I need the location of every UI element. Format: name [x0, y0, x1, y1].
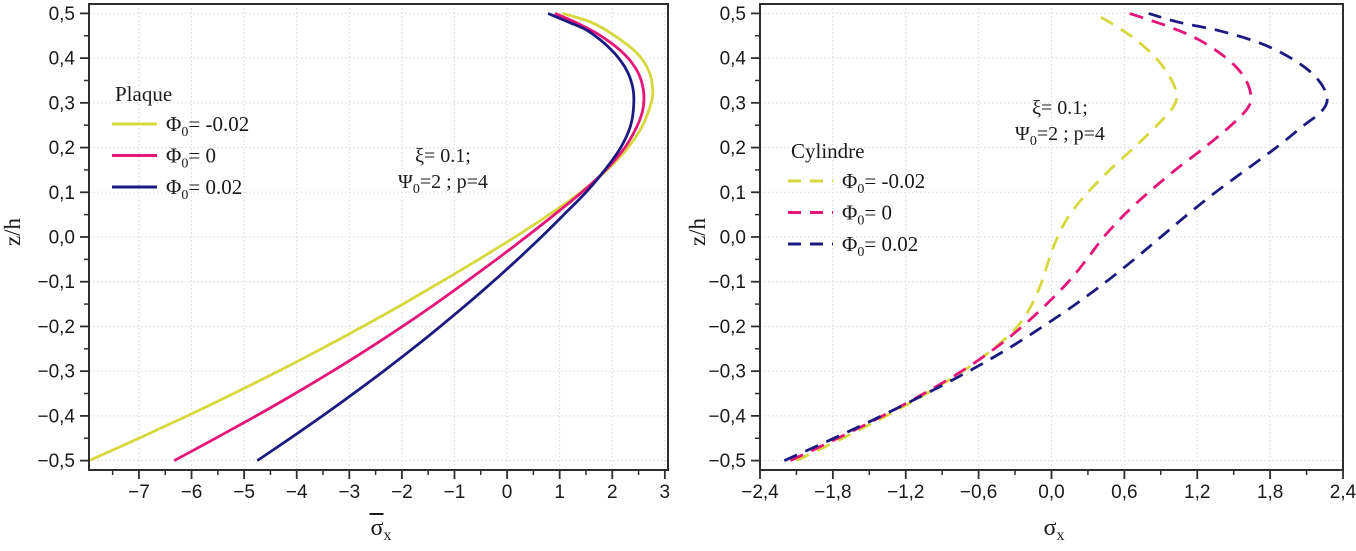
- y-axis-title: z/h: [0, 217, 25, 246]
- y-tick-label: −0,2: [708, 317, 746, 338]
- y-tick-label: −0,2: [37, 317, 75, 338]
- x-tick-label: −1,8: [814, 482, 852, 503]
- legend-label-0: Φ0= -0.02: [842, 169, 925, 197]
- legend-label-1: Φ0= 0: [166, 144, 216, 172]
- legend-label-2: Φ0= 0.02: [842, 232, 918, 260]
- annotation-line2: Ψ0=2 ; p=4: [1015, 123, 1105, 149]
- x-tick-label: 2: [607, 482, 618, 503]
- x-tick-label: −2,4: [741, 482, 779, 503]
- y-tick-label: 0,5: [49, 4, 75, 25]
- curve-series-2: [783, 12, 1329, 462]
- x-axis-title: σx: [1044, 515, 1065, 544]
- x-tick-label: −1: [444, 482, 466, 503]
- x-tick-label: 2,4: [1330, 482, 1356, 503]
- y-tick-label: 0,5: [720, 4, 746, 25]
- x-tick-label: −5: [233, 482, 255, 503]
- legend-title: Cylindre: [791, 139, 865, 163]
- x-tick-label: −2: [391, 482, 413, 503]
- legend-label-1: Φ0= 0: [842, 201, 892, 229]
- x-tick-label: −6: [181, 482, 203, 503]
- curve-series-0: [89, 12, 655, 462]
- y-tick-label: 0,0: [720, 228, 746, 249]
- x-tick-label: 1,8: [1257, 482, 1283, 503]
- legend-label-2: Φ0= 0.02: [166, 175, 242, 203]
- y-tick-label: −0,3: [708, 362, 746, 383]
- curve-series-2: [256, 12, 636, 462]
- x-tick-label: −4: [286, 482, 308, 503]
- y-tick-label: −0,1: [708, 272, 746, 293]
- left-chart-plaque: −7 −6 −5 −4 −3 −2 −1 0 1 2 3 0,5 0,4 0,3 0,2 0,1 0,0 −0,1…: [0, 3, 671, 544]
- annotation-line1: ξ= 0.1;: [1032, 97, 1088, 119]
- x-tick-label: −1,2: [887, 482, 925, 503]
- x-tick-label: 1: [554, 482, 565, 503]
- y-tick-label: −0,5: [708, 451, 746, 472]
- y-tick-label: 0,2: [720, 138, 746, 159]
- y-tick-label: 0,4: [49, 49, 76, 70]
- x-tick-label: 0: [502, 482, 513, 503]
- x-axis-title: σx: [371, 515, 392, 544]
- legend-title: Plaque: [115, 82, 172, 106]
- y-tick-label: −0,5: [37, 451, 75, 472]
- curve-series-1: [789, 12, 1253, 462]
- curve-series-1: [173, 12, 646, 462]
- x-tick-label: 0,6: [1111, 482, 1137, 503]
- y-tick-label: 0,1: [720, 183, 746, 204]
- y-tick-label: 0,2: [49, 138, 75, 159]
- annotation-line2: Ψ0=2 ; p=4: [398, 171, 488, 197]
- y-tick-label: −0,4: [37, 406, 75, 427]
- x-tick-label: 3: [660, 482, 671, 503]
- legend-label-0: Φ0= -0.02: [166, 112, 249, 140]
- annotation-line1: ξ= 0.1;: [415, 145, 471, 167]
- y-axis-title: z/h: [685, 217, 710, 246]
- y-tick-label: 0,0: [49, 228, 75, 249]
- y-tick-label: 0,1: [49, 183, 75, 204]
- x-tick-label: 1,2: [1184, 482, 1210, 503]
- y-tick-label: 0,3: [720, 93, 746, 114]
- y-tick-label: −0,1: [37, 272, 75, 293]
- y-tick-label: −0,4: [708, 406, 746, 427]
- right-chart-cylindre: −2,4 −1,8 −1,2 −0,6 0,0 0,6 1,2 1,8 2,4 0,5 0,4 0,3…: [685, 3, 1356, 544]
- x-tick-label: 0,0: [1038, 482, 1064, 503]
- y-tick-label: 0,3: [49, 93, 75, 114]
- x-tick-label: −3: [338, 482, 360, 503]
- x-tick-label: −0,6: [960, 482, 998, 503]
- x-tick-label: −7: [128, 482, 150, 503]
- y-tick-label: −0,3: [37, 362, 75, 383]
- y-tick-label: 0,4: [720, 49, 747, 70]
